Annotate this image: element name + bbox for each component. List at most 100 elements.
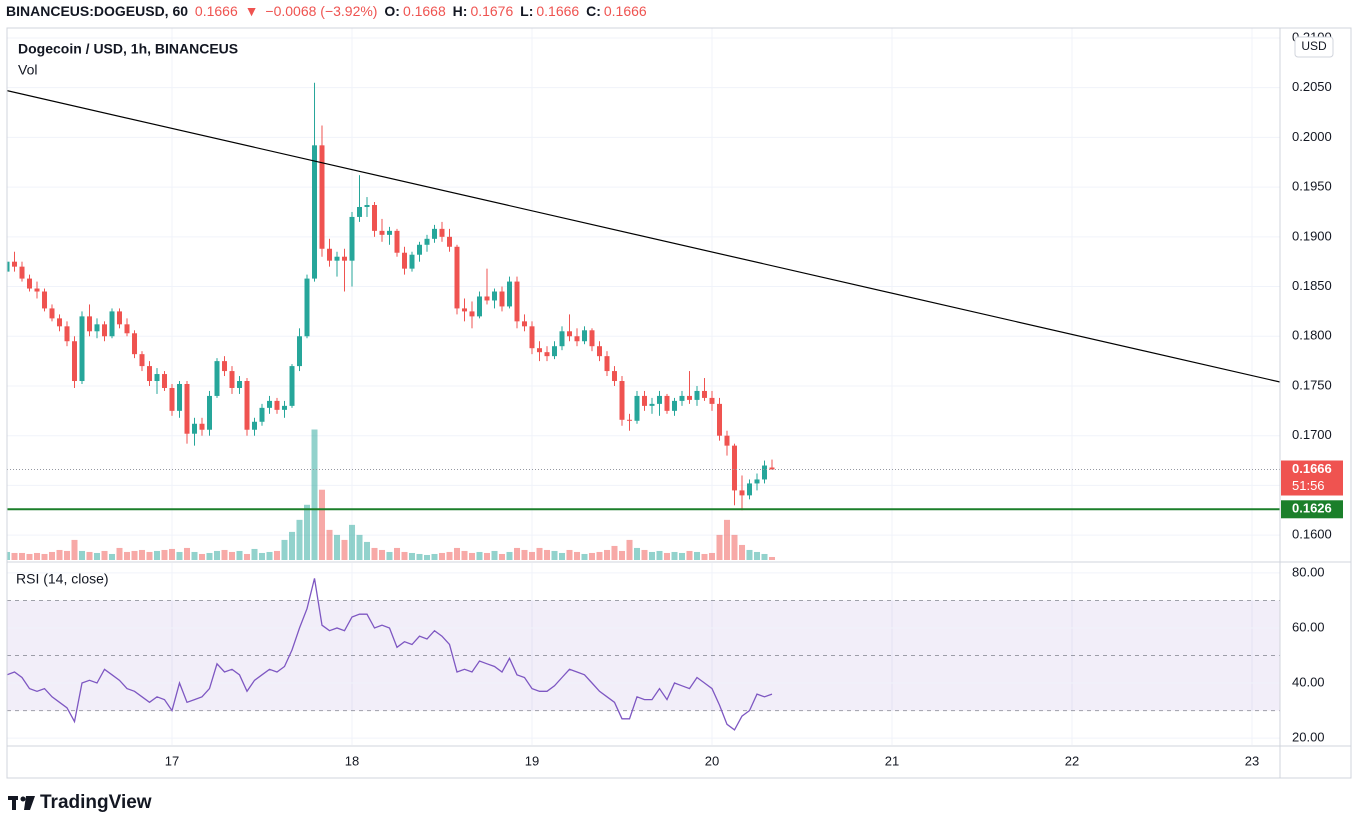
volume-bar: [671, 551, 678, 560]
candle-body: [529, 326, 535, 349]
candle-body: [109, 311, 115, 337]
volume-bar: [244, 553, 251, 560]
support-label: 0.1626: [1292, 501, 1332, 516]
volume-bar: [386, 551, 393, 560]
rsi-band: [7, 600, 1280, 711]
candle-body: [71, 341, 77, 382]
candle-body: [49, 308, 55, 319]
candle-body: [589, 330, 595, 347]
volume-bar: [48, 551, 55, 560]
last-price-badge: [1281, 460, 1343, 496]
volume-bar: [739, 544, 746, 560]
volume-bar: [581, 553, 588, 560]
candle-body: [611, 371, 617, 382]
candle-body: [319, 145, 325, 249]
volume-bar: [214, 550, 221, 560]
volume-bar: [686, 550, 693, 560]
volume-bar: [154, 550, 161, 560]
x-tick-label: 17: [165, 753, 179, 768]
candle-body: [394, 230, 400, 253]
volume-bar: [536, 547, 543, 560]
candle-body: [267, 400, 273, 408]
x-tick-label: 20: [705, 753, 719, 768]
candle-body: [87, 316, 93, 332]
volume-bar: [566, 549, 573, 560]
candle-body: [19, 266, 25, 279]
support-badge: [1281, 500, 1343, 519]
candle-body: [469, 311, 475, 317]
candle-body: [161, 374, 167, 388]
volume-bar: [349, 524, 356, 560]
volume-bar: [176, 551, 183, 560]
volume-bar: [708, 552, 715, 560]
volume-bar: [56, 549, 63, 560]
volume-bar: [626, 539, 633, 560]
x-tick-label: 21: [885, 753, 899, 768]
candle-body: [26, 278, 32, 289]
candle-body: [514, 281, 520, 322]
y-tick-label: 0.1700: [1292, 427, 1332, 442]
volume-bar: [318, 489, 325, 560]
x-tick-label: 18: [345, 753, 359, 768]
volume-bar: [723, 519, 730, 560]
candle-body: [184, 383, 190, 434]
candle-body: [154, 374, 160, 382]
volume-bar: [26, 553, 33, 560]
candle-body: [739, 490, 745, 496]
volume-bar: [491, 550, 498, 560]
candle-body: [199, 423, 205, 430]
volume-bar: [656, 550, 663, 560]
candle-body: [379, 230, 385, 235]
candle-body: [521, 321, 527, 327]
candle-body: [349, 216, 355, 261]
candle-body: [507, 281, 513, 307]
candle-body: [559, 331, 565, 347]
volume-bar: [296, 519, 303, 560]
volume-bar: [79, 550, 86, 560]
volume-bar: [131, 550, 138, 560]
volume-bar: [101, 550, 108, 560]
candle-body: [214, 361, 220, 396]
candle-body: [409, 254, 415, 269]
volume-bar: [649, 551, 656, 560]
countdown: 51:56: [1292, 478, 1325, 493]
candle-body: [282, 405, 288, 410]
candle-body: [177, 383, 183, 411]
volume-bar: [768, 556, 775, 560]
candle-body: [462, 308, 468, 312]
candle-body: [327, 248, 333, 261]
volume-bar: [521, 549, 528, 560]
candle-body: [454, 246, 460, 309]
candle-body: [386, 230, 392, 235]
y-tick-label: 0.1850: [1292, 278, 1332, 293]
ohlc-value: 0.1676: [470, 3, 514, 19]
candle-body: [492, 291, 498, 301]
y-tick-label: 0.1950: [1292, 179, 1332, 194]
volume-bar: [461, 550, 468, 560]
volume-bar: [124, 551, 131, 560]
volume-bar: [363, 541, 370, 560]
volume-bar: [408, 552, 415, 560]
x-tick-label: 22: [1065, 753, 1079, 768]
volume-bar: [334, 534, 341, 560]
symbol-header: BINANCEUS:DOGEUSD, 60 0.1666 ▼ −0.0068 (…: [6, 3, 650, 19]
rsi-tick-label: 20.00: [1292, 730, 1325, 745]
volume-bar: [199, 553, 206, 560]
volume-bar: [761, 553, 768, 560]
candle-body: [431, 228, 437, 239]
volume-bar: [529, 551, 536, 560]
volume-bar: [604, 549, 611, 560]
candle-body: [312, 145, 318, 279]
volume-bar: [746, 549, 753, 560]
change-arrow: ▼: [244, 3, 259, 19]
volume-bar: [146, 551, 153, 560]
candle-body: [679, 395, 685, 401]
rsi-pane: [7, 563, 1280, 745]
candle-body: [124, 324, 130, 334]
candle-body: [447, 236, 453, 247]
volume-bar: [304, 504, 311, 560]
volume-bar: [273, 550, 280, 560]
candle-body: [132, 333, 138, 355]
ohlc-label: H:: [452, 3, 468, 19]
volume-bar: [618, 550, 625, 560]
